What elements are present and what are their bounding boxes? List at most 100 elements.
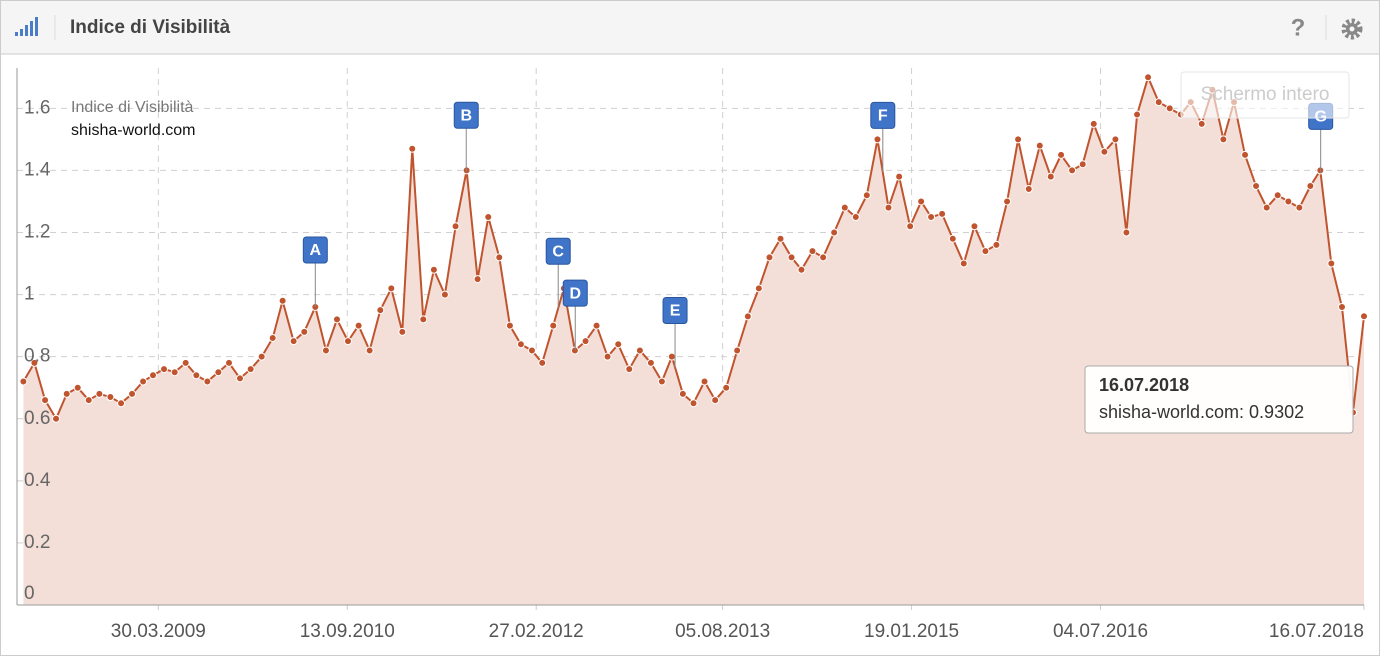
help-icon[interactable]: ? (1291, 14, 1306, 41)
point (246, 365, 255, 374)
point (365, 346, 374, 355)
fullscreen-button[interactable] (1180, 71, 1350, 119)
point (84, 396, 93, 405)
point (527, 346, 536, 355)
point (635, 346, 644, 355)
flag-label[interactable]: E (670, 303, 681, 320)
point (1154, 98, 1163, 107)
point (95, 389, 104, 398)
point (398, 327, 407, 336)
flag-label[interactable]: D (569, 285, 581, 302)
point (516, 340, 525, 349)
point (343, 337, 352, 346)
header-title: Indice di Visibilità (70, 17, 231, 38)
point (1003, 197, 1012, 206)
point (1024, 185, 1033, 194)
y-tick-label: 1.2 (24, 222, 50, 243)
tooltip-text: shisha-world.com: 0.9302 (1099, 402, 1304, 422)
point (170, 368, 179, 377)
point (1122, 228, 1131, 237)
x-tick-label: 19.01.2015 (864, 621, 959, 642)
point (992, 240, 1001, 249)
x-tick-label: 27.02.2012 (489, 621, 584, 642)
point (128, 389, 137, 398)
point (181, 358, 190, 367)
point (484, 212, 493, 221)
point (376, 306, 385, 315)
point (440, 290, 449, 299)
flag-label[interactable]: C (552, 243, 564, 260)
point (160, 365, 169, 374)
point (981, 247, 990, 256)
x-tick-label: 05.08.2013 (675, 621, 770, 642)
point (549, 321, 558, 330)
point (765, 253, 774, 262)
point (203, 377, 212, 386)
point (840, 203, 849, 212)
point (52, 414, 61, 423)
point (711, 396, 720, 405)
point (106, 393, 115, 402)
point (19, 377, 28, 386)
point (873, 135, 882, 144)
point (73, 383, 82, 392)
point (149, 371, 158, 380)
point (1252, 181, 1261, 190)
point (808, 247, 817, 256)
settings-icon[interactable] (1341, 18, 1363, 40)
point (754, 284, 763, 293)
point (1068, 166, 1077, 175)
point (30, 358, 39, 367)
point (1360, 312, 1368, 321)
point (657, 377, 666, 386)
flag (662, 296, 688, 324)
tooltip-box (1084, 365, 1354, 434)
point (733, 346, 742, 355)
y-tick-label: 1.4 (24, 159, 51, 180)
point (1133, 110, 1142, 119)
point (332, 315, 341, 324)
point (678, 389, 687, 398)
point (689, 399, 698, 408)
x-tick-label: 30.03.2009 (111, 621, 206, 642)
flag-label[interactable]: A (310, 242, 322, 259)
point (257, 352, 266, 361)
legend-entry[interactable]: shisha-world.com (71, 122, 195, 139)
point (667, 352, 676, 361)
point (117, 399, 126, 408)
flag-label[interactable]: B (460, 107, 472, 124)
y-tick-label: 1 (24, 284, 35, 305)
point (743, 312, 752, 321)
point (1078, 160, 1087, 169)
point (289, 337, 298, 346)
point (646, 358, 655, 367)
point (214, 368, 223, 377)
header-icon (15, 17, 38, 36)
y-tick-label: 1.6 (24, 97, 50, 118)
point (1327, 259, 1336, 268)
y-tick-label: 0 (24, 583, 35, 604)
fullscreen-label[interactable]: Schermo intero (1201, 84, 1330, 105)
point (1284, 197, 1293, 206)
x-tick-label: 16.07.2018 (1269, 621, 1364, 642)
point (1144, 73, 1153, 82)
x-tick-label: 04.07.2016 (1053, 621, 1148, 642)
point (1306, 181, 1315, 190)
point (927, 212, 936, 221)
point (906, 222, 915, 231)
point (970, 222, 979, 231)
flag (870, 101, 896, 129)
point (236, 374, 245, 383)
point (419, 315, 428, 324)
point (1035, 141, 1044, 150)
flag (453, 101, 479, 129)
point (625, 365, 634, 374)
legend-title: Indice di Visibilità (71, 99, 194, 116)
point (268, 334, 277, 343)
point (62, 389, 71, 398)
header-bg (1, 1, 1379, 54)
point (603, 352, 612, 361)
flag-label[interactable]: F (878, 108, 888, 125)
point (387, 284, 396, 293)
point (41, 396, 50, 405)
